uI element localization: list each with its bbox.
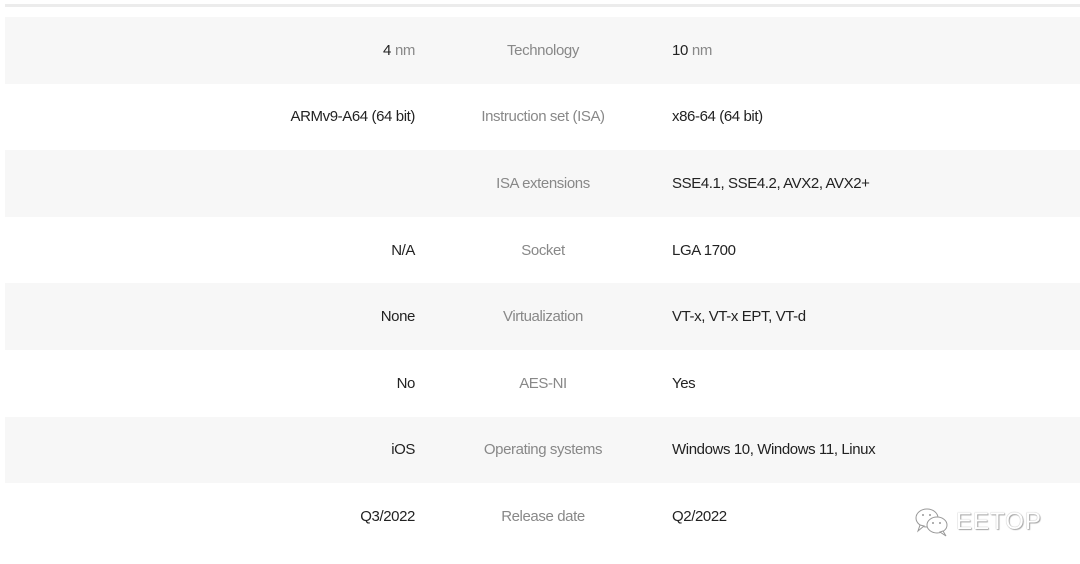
table-row-technology: 4 nm Technology 10 nm [5, 17, 1080, 84]
table-row-aes-ni: No AES-NI Yes [5, 350, 1080, 417]
right-value: SSE4.1, SSE4.2, AVX2, AVX2+ [672, 174, 870, 192]
right-unit: nm [691, 41, 712, 59]
table-row-isa: ARMv9-A64 (64 bit) Instruction set (ISA)… [5, 84, 1080, 151]
right-value: 10 [672, 41, 688, 59]
table-row-release-date: Q3/2022 Release date Q2/2022 [5, 483, 1080, 550]
row-label: Instruction set (ISA) [481, 108, 605, 126]
row-label: Release date [501, 507, 585, 525]
watermark: EETOP [914, 507, 1042, 537]
watermark-text: EETOP [956, 508, 1042, 535]
right-value: Yes [672, 374, 696, 392]
row-label: Virtualization [502, 308, 583, 326]
right-value: VT-x, VT-x EPT, VT-d [672, 308, 806, 326]
row-label: AES-NI [519, 374, 567, 392]
row-label: Socket [521, 241, 565, 259]
row-label: Operating systems [483, 441, 603, 459]
right-value: Windows 10, Windows 11, Linux [672, 441, 876, 459]
left-unit: nm [394, 41, 415, 59]
row-label: Technology [507, 41, 579, 59]
wechat-icon [915, 508, 948, 537]
left-value: No [396, 374, 416, 392]
right-value: LGA 1700 [672, 241, 736, 259]
left-value: ARMv9-A64 (64 bit) [290, 108, 415, 126]
left-value: Q3/2022 [360, 507, 415, 525]
table-row-isa-extensions: ISA extensions SSE4.1, SSE4.2, AVX2, AVX… [5, 150, 1080, 217]
left-value: iOS [391, 441, 415, 459]
top-divider [5, 4, 1080, 7]
row-label: ISA extensions [496, 174, 590, 192]
right-value: x86-64 (64 bit) [672, 108, 763, 126]
left-value: None [380, 308, 416, 326]
table-row-operating-systems: iOS Operating systems Windows 10, Window… [5, 416, 1080, 484]
table-row-socket: N/A Socket LGA 1700 [5, 217, 1080, 284]
comparison-table: 4 nm Technology 10 nm ARMv9-A64 (64 bit) I… [5, 17, 1080, 550]
table-row-virtualization: None Virtualization VT-x, VT-x EPT, VT-d [5, 283, 1080, 350]
left-value: 4 [383, 41, 391, 59]
right-value: Q2/2022 [672, 507, 727, 525]
left-value: N/A [391, 241, 415, 259]
